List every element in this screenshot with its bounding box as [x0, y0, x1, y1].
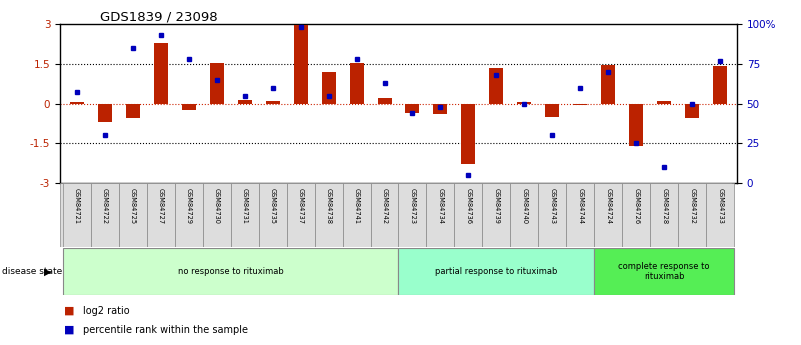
Text: GSM84729: GSM84729 — [186, 188, 191, 224]
Bar — [538, 183, 566, 247]
Bar — [91, 183, 119, 247]
Bar — [349, 62, 364, 104]
Bar — [517, 102, 531, 103]
Bar — [371, 183, 398, 247]
Text: GSM84727: GSM84727 — [158, 188, 163, 224]
Bar — [266, 101, 280, 104]
Text: disease state: disease state — [2, 267, 62, 276]
Text: GSM84725: GSM84725 — [130, 188, 136, 224]
Bar — [398, 183, 426, 247]
Text: log2 ratio: log2 ratio — [83, 306, 129, 316]
Bar — [62, 183, 91, 247]
Bar — [566, 183, 594, 247]
Bar — [594, 183, 622, 247]
Bar — [62, 248, 399, 295]
Text: GSM84740: GSM84740 — [521, 188, 527, 224]
Text: ■: ■ — [64, 325, 74, 335]
Bar — [454, 183, 482, 247]
Text: GSM84738: GSM84738 — [325, 188, 332, 224]
Text: GSM84735: GSM84735 — [270, 188, 276, 224]
Bar — [622, 183, 650, 247]
Bar — [426, 183, 454, 247]
Text: complete response to
rituximab: complete response to rituximab — [618, 262, 710, 282]
Bar — [482, 183, 510, 247]
Text: GSM84733: GSM84733 — [717, 188, 723, 224]
Bar — [713, 67, 727, 104]
Text: GDS1839 / 23098: GDS1839 / 23098 — [100, 10, 218, 23]
Bar — [126, 104, 140, 118]
Bar — [154, 43, 167, 104]
Bar — [489, 68, 503, 104]
Text: GSM84732: GSM84732 — [689, 188, 695, 224]
Bar — [630, 104, 643, 146]
Bar — [377, 98, 392, 104]
Bar — [315, 183, 343, 247]
Bar — [98, 104, 112, 122]
Bar — [405, 104, 420, 113]
Bar — [706, 183, 735, 247]
Bar — [657, 101, 671, 104]
Bar — [685, 104, 699, 118]
Bar — [175, 183, 203, 247]
Bar — [210, 62, 223, 104]
Text: GSM84734: GSM84734 — [437, 188, 444, 224]
Text: GSM84724: GSM84724 — [606, 188, 611, 224]
Bar — [147, 183, 175, 247]
Bar — [182, 104, 195, 110]
Text: GSM84743: GSM84743 — [549, 188, 555, 224]
Text: GSM84728: GSM84728 — [661, 188, 667, 224]
Text: no response to rituximab: no response to rituximab — [178, 267, 284, 276]
Text: GSM84730: GSM84730 — [214, 188, 219, 224]
Bar — [294, 26, 308, 104]
Text: GSM84741: GSM84741 — [353, 188, 360, 224]
Bar — [119, 183, 147, 247]
Bar — [321, 72, 336, 103]
Bar — [398, 248, 594, 295]
Text: GSM84742: GSM84742 — [381, 188, 388, 224]
Bar — [259, 183, 287, 247]
Bar — [231, 183, 259, 247]
Bar — [203, 183, 231, 247]
Text: percentile rank within the sample: percentile rank within the sample — [83, 325, 248, 335]
Bar — [545, 104, 559, 117]
Bar — [433, 104, 448, 114]
Text: ■: ■ — [64, 306, 74, 316]
Bar — [461, 104, 476, 164]
Text: GSM84722: GSM84722 — [102, 188, 108, 224]
Bar — [287, 183, 315, 247]
Text: GSM84739: GSM84739 — [493, 188, 499, 224]
Bar — [678, 183, 706, 247]
Bar — [594, 248, 735, 295]
Text: GSM84726: GSM84726 — [634, 188, 639, 224]
Bar — [602, 65, 615, 104]
Text: GSM84736: GSM84736 — [465, 188, 472, 224]
Bar — [238, 99, 252, 104]
Bar — [70, 102, 84, 103]
Bar — [343, 183, 371, 247]
Text: partial response to rituximab: partial response to rituximab — [435, 267, 557, 276]
Text: GSM84723: GSM84723 — [409, 188, 416, 224]
Bar — [574, 104, 587, 105]
Text: GSM84737: GSM84737 — [298, 188, 304, 224]
Text: GSM84731: GSM84731 — [242, 188, 248, 224]
Text: GSM84721: GSM84721 — [74, 188, 80, 224]
Text: ▶: ▶ — [44, 267, 51, 277]
Bar — [650, 183, 678, 247]
Text: GSM84744: GSM84744 — [578, 188, 583, 224]
Bar — [510, 183, 538, 247]
